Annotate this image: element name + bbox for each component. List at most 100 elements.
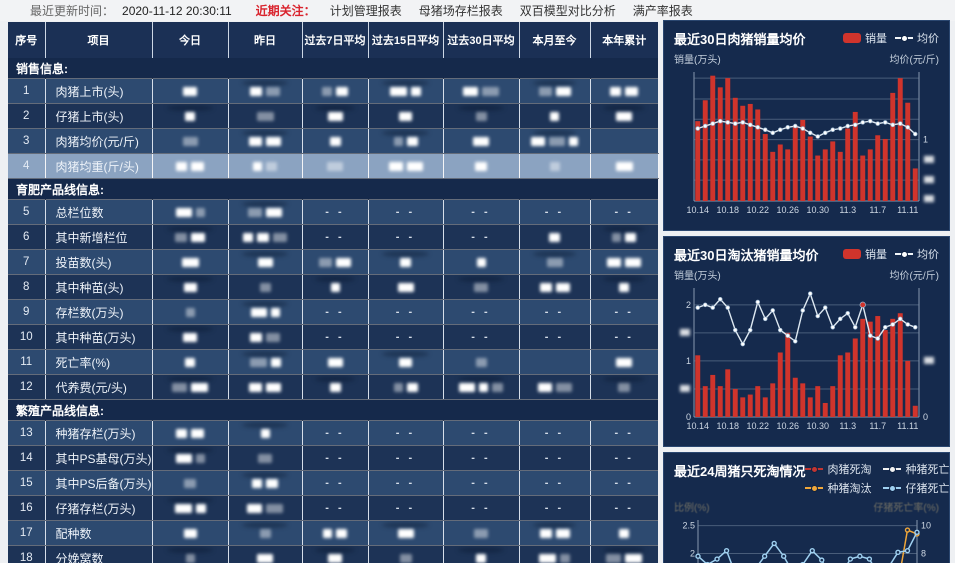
column-header: 过去15日平均 bbox=[368, 22, 444, 58]
redaction-smudge bbox=[532, 80, 577, 86]
data-cell: - - bbox=[590, 420, 658, 446]
data-cell bbox=[302, 520, 369, 546]
table-row-3[interactable]: 3 肉猪均价(元/斤) bbox=[8, 128, 658, 154]
row-index: 3 bbox=[8, 128, 46, 154]
chart-title: 最近30日淘汰猪销量均价 bbox=[674, 248, 819, 263]
redacted-value bbox=[397, 282, 414, 292]
data-cell bbox=[590, 128, 658, 154]
redacted-value bbox=[319, 257, 332, 267]
data-cell bbox=[590, 545, 658, 563]
redaction-smudge bbox=[603, 105, 646, 111]
line-swatch-icon bbox=[895, 250, 913, 258]
svg-text:10.18: 10.18 bbox=[716, 421, 739, 431]
legend-item[interactable]: 种猪淘汰 bbox=[805, 480, 871, 496]
data-cell bbox=[590, 520, 658, 546]
report-link[interactable]: 双百模型对比分析 bbox=[519, 4, 616, 18]
legend-item-sales[interactable]: 销量 bbox=[843, 246, 887, 262]
svg-text:2: 2 bbox=[690, 548, 695, 558]
legend-item[interactable]: 肉猪死淘 bbox=[805, 461, 871, 477]
data-cell bbox=[228, 153, 303, 179]
no-data-dashes: - - bbox=[395, 502, 416, 514]
no-data-dashes: - - bbox=[614, 427, 634, 439]
redaction-smudge bbox=[457, 276, 505, 282]
redacted-value bbox=[549, 161, 560, 171]
svg-text:10.14: 10.14 bbox=[686, 421, 709, 431]
legend-item-price[interactable]: 均价 bbox=[895, 30, 939, 46]
data-cell bbox=[228, 199, 303, 225]
data-cell bbox=[519, 78, 591, 104]
row-label: 其中新增栏位 bbox=[45, 224, 153, 250]
data-cell bbox=[152, 349, 229, 375]
data-cell bbox=[368, 520, 444, 546]
redacted-value bbox=[195, 503, 206, 513]
column-header: 项目 bbox=[45, 22, 153, 58]
redacted-value bbox=[406, 382, 418, 392]
table-row-18[interactable]: 18 分娩窝数 bbox=[8, 545, 658, 563]
data-cell: - - bbox=[368, 224, 444, 250]
data-cell bbox=[443, 153, 520, 179]
legend-item[interactable]: 种猪死亡 bbox=[883, 461, 949, 477]
table-row-10[interactable]: 10 其中种苗(万头) - - - - - - - - - - bbox=[8, 324, 658, 350]
table-row-5[interactable]: 5 总栏位数 - - - - - - - - - - bbox=[8, 199, 658, 225]
redaction-smudge bbox=[314, 376, 356, 382]
redacted-value bbox=[266, 161, 277, 171]
data-cell bbox=[152, 420, 229, 446]
redacted-value bbox=[616, 111, 633, 121]
report-link[interactable]: 满产率报表 bbox=[632, 4, 693, 18]
redacted-value bbox=[258, 453, 272, 463]
table-row-9[interactable]: 9 存栏数(万头) - - - - - - - - - - bbox=[8, 299, 658, 325]
redacted-value bbox=[473, 136, 489, 146]
redaction-smudge bbox=[242, 201, 288, 207]
data-cell bbox=[590, 249, 658, 275]
legend-item[interactable]: 仔猪死亡 bbox=[883, 480, 949, 496]
redacted-value bbox=[397, 528, 414, 538]
table-row-14[interactable]: 14 其中PS基母(万头) - - - - - - - - - - bbox=[8, 445, 658, 471]
data-cell: - - bbox=[519, 324, 591, 350]
data-cell bbox=[228, 520, 303, 546]
chart-canvas-cull-sales: 210 010.14 10.18 10.22 10.26 10.30 11.3 11.7 11.… bbox=[680, 288, 934, 431]
table-row-16[interactable]: 16 仔猪存栏(万头) - - - - - - - - - - bbox=[8, 495, 658, 521]
redacted-value bbox=[474, 528, 488, 538]
data-cell bbox=[443, 249, 520, 275]
redacted-value bbox=[625, 86, 639, 96]
data-cell bbox=[443, 128, 520, 154]
table-row-6[interactable]: 6 其中新增栏位 - - - - - - bbox=[8, 224, 658, 250]
table-row-4[interactable]: 4 肉猪均重(斤/头) bbox=[8, 153, 659, 179]
legend-label: 销量 bbox=[865, 33, 887, 45]
row-index: 1 bbox=[8, 78, 46, 104]
redacted-value bbox=[625, 257, 642, 267]
no-data-dashes: - - bbox=[325, 306, 345, 318]
table-row-7[interactable]: 7 投苗数(头) bbox=[8, 249, 658, 275]
table-row-13[interactable]: 13 种猪存栏(万头) - - - - - - - - - - bbox=[8, 420, 658, 446]
data-cell bbox=[519, 374, 591, 400]
no-data-dashes: - - bbox=[614, 477, 634, 489]
no-data-dashes: - - bbox=[395, 231, 416, 243]
table-row-2[interactable]: 2 仔猪上市(头) bbox=[8, 103, 658, 129]
redacted-value bbox=[399, 111, 412, 121]
data-cell bbox=[152, 545, 229, 563]
updated-time-label: 最近更新时间： bbox=[30, 4, 115, 18]
data-cell: - - bbox=[590, 199, 658, 225]
redacted-value bbox=[406, 161, 423, 171]
no-data-dashes: - - bbox=[614, 206, 634, 218]
redacted-value bbox=[336, 528, 347, 538]
table-row-8[interactable]: 8 其中种苗(头) bbox=[8, 274, 658, 300]
legend-item-price[interactable]: 均价 bbox=[895, 246, 939, 262]
table-row-17[interactable]: 17 配种数 bbox=[8, 520, 658, 546]
no-data-dashes: - - bbox=[614, 502, 634, 514]
table-row-15[interactable]: 15 其中PS后备(万头) - - - - - - - - - - bbox=[8, 470, 658, 496]
row-index: 16 bbox=[8, 495, 46, 521]
redacted-value bbox=[539, 528, 552, 538]
redaction-smudge bbox=[532, 130, 577, 136]
line-swatch-icon bbox=[883, 465, 902, 473]
row-index: 8 bbox=[8, 274, 46, 300]
table-row-12[interactable]: 12 代养费(元/头) bbox=[8, 374, 658, 400]
report-link[interactable]: 母猪场存栏报表 bbox=[418, 4, 503, 18]
no-data-dashes: - - bbox=[471, 502, 491, 514]
table-row-11[interactable]: 11 死亡率(%) bbox=[8, 349, 658, 375]
row-label: 投苗数(头) bbox=[45, 249, 153, 275]
report-link[interactable]: 计划管理报表 bbox=[329, 4, 402, 18]
legend-item-sales[interactable]: 销量 bbox=[843, 30, 887, 46]
table-row-1[interactable]: 1 肉猪上市(头) bbox=[8, 78, 658, 104]
bar-swatch-icon bbox=[843, 33, 861, 43]
